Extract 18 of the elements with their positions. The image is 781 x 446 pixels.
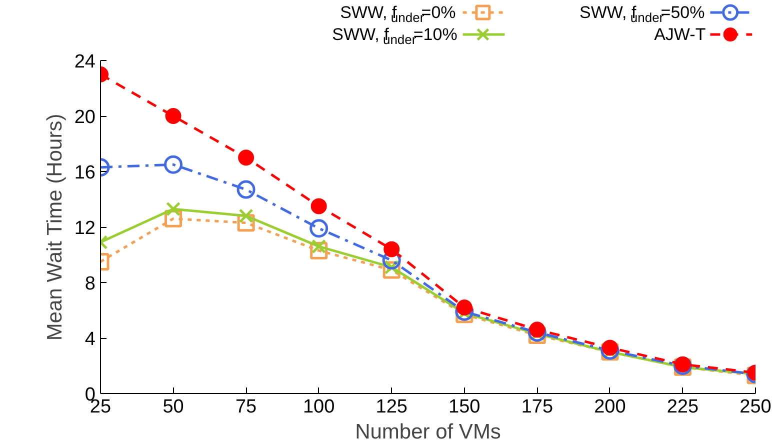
- x-tick-label: 250: [740, 396, 772, 418]
- y-tick-label: 12: [74, 218, 96, 239]
- legend-label: AJW-T: [654, 25, 706, 44]
- x-tick-label: 225: [666, 396, 699, 418]
- y-tick-label: 20: [74, 107, 96, 128]
- y-tick-label: 16: [74, 162, 96, 184]
- x-axis-title: Number of VMs: [355, 420, 501, 444]
- y-tick-label: 8: [84, 274, 96, 294]
- x-tick-label: 175: [521, 396, 554, 418]
- y-axis-title: Mean Wait Time (Hours): [43, 114, 66, 341]
- y-tick-label: 4: [84, 329, 96, 350]
- x-tick-label: 100: [302, 396, 335, 418]
- y-tick-label: 24: [74, 52, 96, 72]
- x-tick-label: 50: [162, 396, 184, 418]
- x-tick-label: 200: [594, 396, 626, 418]
- x-tick-label: 125: [376, 396, 408, 418]
- x-tick-label: 75: [235, 396, 257, 418]
- x-tick-label: 150: [448, 396, 480, 418]
